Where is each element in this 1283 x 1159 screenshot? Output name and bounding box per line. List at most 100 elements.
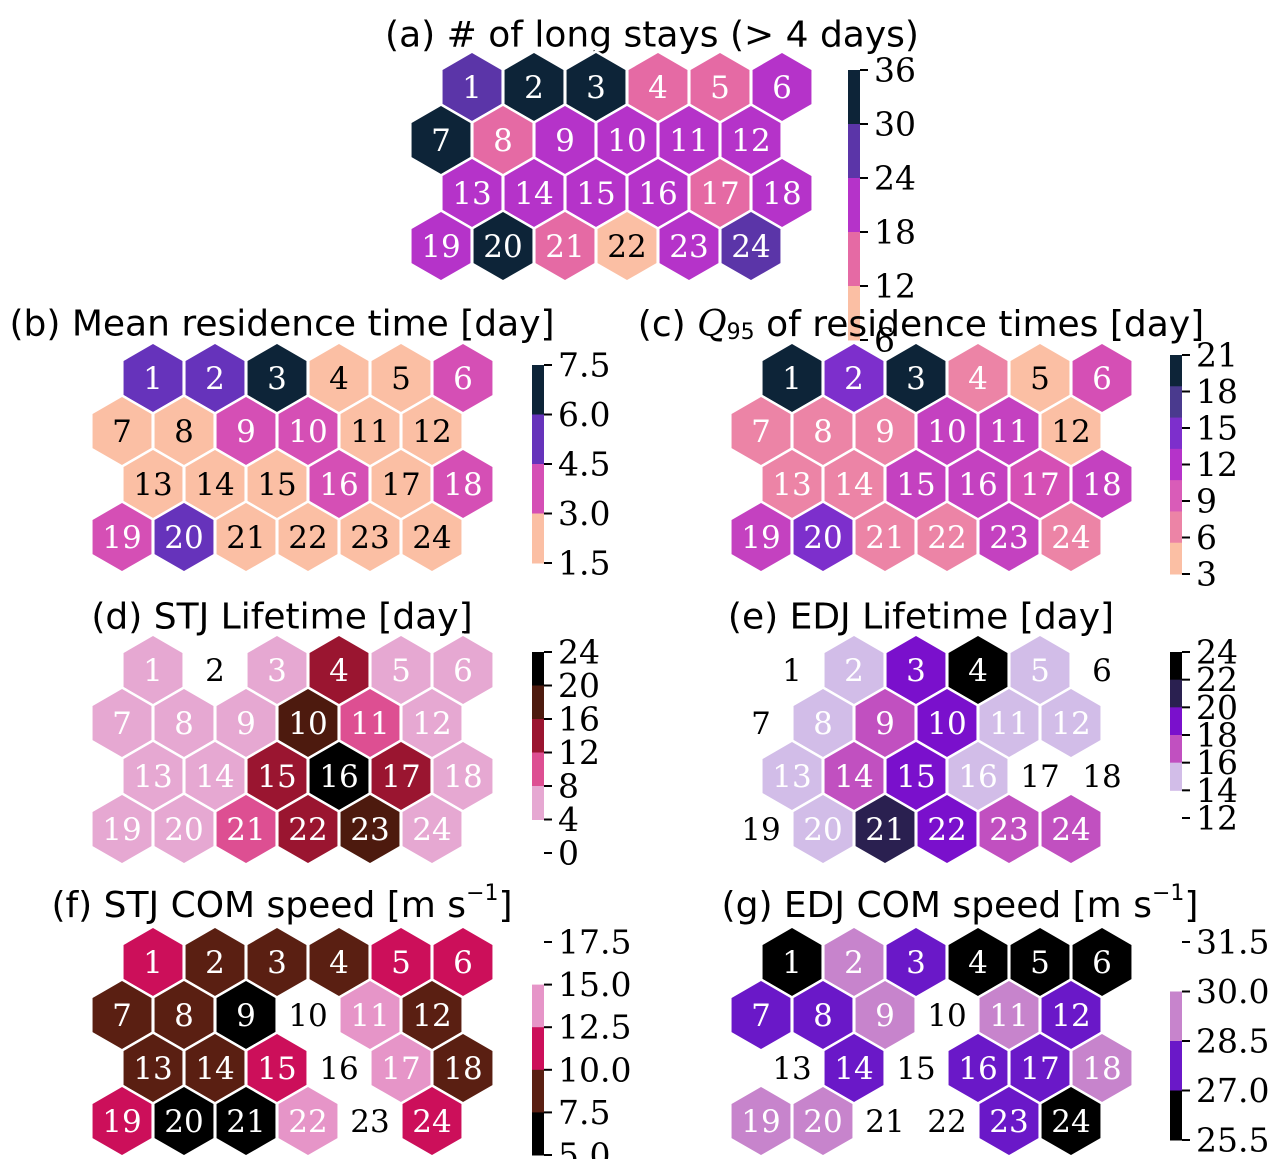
colorbar-tick-label: 12: [1196, 445, 1238, 484]
hex-label-6: 6: [1092, 361, 1112, 397]
hex-label-3: 3: [906, 361, 926, 397]
hex-label-6: 6: [772, 70, 792, 106]
colorbar-segment: [532, 752, 544, 787]
colorbar-segment: [1170, 511, 1182, 544]
hex-label-11: 11: [989, 414, 1028, 450]
colorbar-tick-label: 12: [1196, 799, 1238, 838]
hex-label-10: 10: [288, 706, 327, 742]
hex-label-22: 22: [288, 520, 327, 556]
hex-cell-24: [1039, 792, 1103, 866]
hex-label-10: 10: [927, 706, 966, 742]
hex-label-16: 16: [319, 1051, 358, 1087]
colorbar-segment: [1170, 679, 1182, 708]
colorbar-segment: [532, 1027, 544, 1071]
hex-label-5: 5: [1030, 653, 1050, 689]
colorbar-tick-label: 36: [874, 51, 916, 90]
hex-label-23: 23: [989, 812, 1028, 848]
hex-label-7: 7: [751, 998, 771, 1034]
colorbar-tick-label: 31.5: [1196, 923, 1269, 962]
colorbar-segment: [848, 232, 860, 287]
hex-label-16: 16: [958, 759, 997, 795]
hex-label-15: 15: [576, 176, 615, 212]
hex-cell-24: [400, 792, 464, 866]
hex-label-22: 22: [288, 1104, 327, 1140]
colorbar-tick-label: 24: [1196, 633, 1238, 672]
colorbar-tick-label: 18: [874, 213, 916, 252]
colorbar-tick-label: 15: [1196, 409, 1238, 448]
hex-label-2: 2: [844, 361, 864, 397]
colorbar-segment: [1170, 652, 1182, 681]
hex-label-21: 21: [226, 1104, 265, 1140]
colorbar-segment: [1170, 542, 1182, 575]
hex-label-21: 21: [226, 812, 265, 848]
hex-label-23: 23: [989, 1104, 1028, 1140]
hex-label-13: 13: [452, 176, 491, 212]
colorbar-segment: [532, 1069, 544, 1113]
colorbar-tick-label: 24: [558, 633, 600, 672]
hex-label-21: 21: [865, 1104, 904, 1140]
hex-label-9: 9: [875, 706, 895, 742]
hex-label-24: 24: [1051, 1104, 1090, 1140]
hex-label-21: 21: [226, 520, 265, 556]
hex-label-15: 15: [257, 759, 296, 795]
hex-label-17: 17: [700, 176, 739, 212]
colorbar-tick-label: 25.5: [1196, 1121, 1269, 1159]
hex-label-19: 19: [741, 520, 780, 556]
hex-cell-24: [1039, 1084, 1103, 1158]
hex-label-3: 3: [906, 945, 926, 981]
hex-label-6: 6: [1092, 653, 1112, 689]
colorbar-segment: [532, 685, 544, 720]
panel-c: (c) Q95 of residence times [day]1 2 3 4 5 67 8…: [638, 304, 1238, 594]
hex-label-10: 10: [607, 123, 646, 159]
hex-label-19: 19: [102, 520, 141, 556]
panel-title: (d) STJ Lifetime [day]: [91, 597, 472, 638]
colorbar-segment: [1170, 707, 1182, 736]
colorbar-tick-label: 15.0: [558, 965, 631, 1004]
colorbar-segment: [1170, 1090, 1182, 1141]
colorbar-tick-label: 17.5: [558, 923, 631, 962]
hex-label-5: 5: [1030, 361, 1050, 397]
hex-label-16: 16: [319, 467, 358, 503]
hex-label-12: 12: [731, 123, 770, 159]
hex-label-13: 13: [133, 759, 172, 795]
panel-b: (b) Mean residence time [day]1 2 3 4 5 67 8 9 10…: [9, 304, 610, 583]
colorbar-tick-label: 5.0: [558, 1136, 610, 1159]
hex-label-5: 5: [391, 945, 411, 981]
hex-label-8: 8: [174, 414, 194, 450]
colorbar-tick-label: 20: [558, 666, 600, 705]
colorbar-tick-label: 10.0: [558, 1050, 631, 1089]
colorbar-tick-label: 20: [1196, 688, 1238, 727]
hex-label-4: 4: [329, 945, 349, 981]
hex-label-15: 15: [896, 1051, 935, 1087]
hex-label-16: 16: [319, 759, 358, 795]
hex-label-19: 19: [102, 1104, 141, 1140]
hex-label-2: 2: [524, 70, 544, 106]
colorbar-tick-label: 0: [558, 834, 579, 873]
hex-label-23: 23: [989, 520, 1028, 556]
hex-label-13: 13: [772, 759, 811, 795]
colorbar-tick-label: 4: [558, 800, 579, 839]
hex-label-22: 22: [927, 520, 966, 556]
hex-label-21: 21: [545, 229, 584, 265]
colorbar-tick-label: 12: [558, 733, 600, 772]
hex-label-9: 9: [236, 414, 256, 450]
colorbar-tick-label: 3.0: [558, 494, 610, 533]
hex-label-3: 3: [267, 653, 287, 689]
hex-label-4: 4: [329, 653, 349, 689]
hex-label-24: 24: [412, 812, 451, 848]
hex-label-18: 18: [443, 467, 482, 503]
hex-label-6: 6: [453, 361, 473, 397]
colorbar-segment: [1170, 1041, 1182, 1091]
hex-label-6: 6: [453, 945, 473, 981]
hex-label-11: 11: [350, 414, 389, 450]
hex-label-10: 10: [927, 998, 966, 1034]
hex-label-9: 9: [555, 123, 575, 159]
colorbar-segment: [1170, 417, 1182, 450]
hex-label-14: 14: [834, 1051, 873, 1087]
hex-label-11: 11: [989, 998, 1028, 1034]
hex-label-7: 7: [112, 414, 132, 450]
hex-label-3: 3: [267, 945, 287, 981]
colorbar-segment: [848, 124, 860, 179]
colorbar-tick-label: 9: [1196, 482, 1217, 521]
